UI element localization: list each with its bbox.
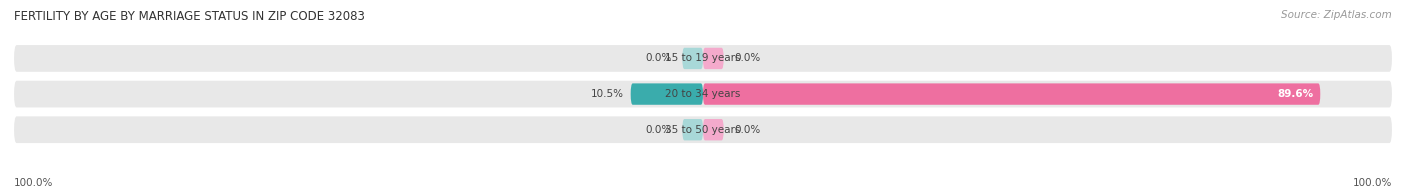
Text: 89.6%: 89.6%: [1277, 89, 1313, 99]
Text: 0.0%: 0.0%: [734, 125, 761, 135]
FancyBboxPatch shape: [14, 116, 1392, 143]
Text: Source: ZipAtlas.com: Source: ZipAtlas.com: [1281, 10, 1392, 20]
FancyBboxPatch shape: [682, 119, 703, 140]
Text: 0.0%: 0.0%: [645, 54, 672, 64]
Legend: Married, Unmarried: Married, Unmarried: [627, 193, 779, 196]
Text: 100.0%: 100.0%: [14, 178, 53, 188]
FancyBboxPatch shape: [703, 48, 724, 69]
Text: 20 to 34 years: 20 to 34 years: [665, 89, 741, 99]
FancyBboxPatch shape: [14, 45, 1392, 72]
FancyBboxPatch shape: [631, 83, 703, 105]
Text: 0.0%: 0.0%: [734, 54, 761, 64]
Text: FERTILITY BY AGE BY MARRIAGE STATUS IN ZIP CODE 32083: FERTILITY BY AGE BY MARRIAGE STATUS IN Z…: [14, 10, 366, 23]
FancyBboxPatch shape: [14, 81, 1392, 107]
Text: 0.0%: 0.0%: [645, 125, 672, 135]
Text: 35 to 50 years: 35 to 50 years: [665, 125, 741, 135]
FancyBboxPatch shape: [703, 119, 724, 140]
Text: 15 to 19 years: 15 to 19 years: [665, 54, 741, 64]
FancyBboxPatch shape: [703, 83, 1320, 105]
Text: 100.0%: 100.0%: [1353, 178, 1392, 188]
Text: 10.5%: 10.5%: [591, 89, 624, 99]
FancyBboxPatch shape: [682, 48, 703, 69]
